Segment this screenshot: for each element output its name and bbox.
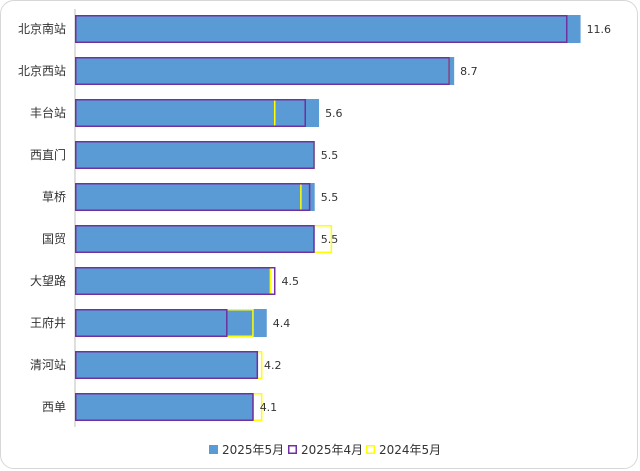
bar-2025-05: [75, 351, 259, 379]
category-label: 北京西站: [18, 64, 66, 78]
bar-2025-05: [75, 99, 320, 127]
category-label: 北京南站: [18, 21, 66, 36]
data-label: 4.5: [281, 275, 299, 288]
bar-2025-05: [75, 267, 272, 295]
legend-label: 2024年5月: [379, 443, 441, 457]
legend-swatch: [209, 445, 218, 454]
data-label: 5.5: [321, 191, 339, 204]
data-label: 4.1: [260, 401, 278, 414]
data-label: 5.5: [321, 233, 339, 246]
category-label: 西单: [42, 400, 66, 414]
data-label: 5.5: [321, 149, 339, 162]
category-label: 草桥: [42, 190, 66, 204]
data-label: 8.7: [460, 65, 478, 78]
bar-2025-04: [75, 57, 450, 85]
data-label: 11.6: [587, 23, 612, 36]
bar-2025-05: [75, 309, 267, 337]
bar-2025-05: [75, 141, 315, 169]
bar-2025-05: [75, 57, 455, 85]
bar-2025-04: [75, 351, 259, 379]
bar-2025-04: [75, 15, 568, 43]
bar-2025-05: [75, 225, 315, 253]
bar-2025-04: [75, 225, 315, 253]
legend-label: 2025年5月: [222, 443, 284, 457]
legend-swatch: [366, 445, 375, 454]
bar-2025-04: [75, 267, 276, 295]
category-label: 王府井: [30, 315, 66, 330]
category-label: 清河站: [30, 358, 66, 372]
bar-2025-04: [75, 309, 228, 337]
bar-2025-05: [75, 393, 254, 421]
category-label: 大望路: [30, 273, 66, 288]
data-labels: 11.6 8.7 5.6 5.5 5.5 5.5 4.5 4.4 4.2 4.1: [260, 23, 611, 414]
category-label: 西直门: [30, 147, 66, 162]
data-label: 5.6: [325, 107, 343, 120]
bar-2025-04: [75, 393, 254, 421]
bar-2025-05: [75, 15, 581, 43]
bar-2025-04: [75, 141, 315, 169]
bar-2025-04: [75, 183, 311, 211]
legend-label: 2025年4月: [301, 443, 363, 457]
category-label: 国贸: [42, 232, 66, 246]
data-label: 4.4: [273, 317, 291, 330]
bar-2025-04: [75, 99, 306, 127]
data-label: 4.2: [264, 359, 282, 372]
bars: [75, 15, 581, 421]
bar-2025-05: [75, 183, 315, 211]
legend-swatch: [288, 445, 297, 454]
category-label: 丰台站: [30, 105, 66, 120]
legend: 2025年5月 2025年4月 2024年5月: [209, 443, 441, 457]
